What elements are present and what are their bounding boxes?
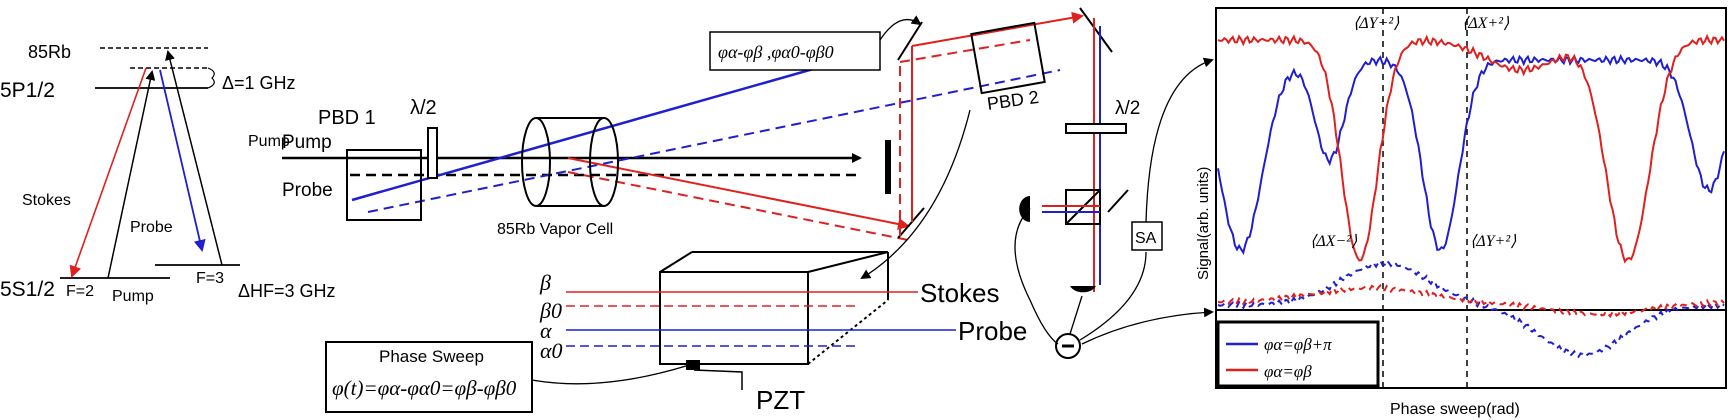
annotation-dy-plus: ⟨ΔY+²⟩ <box>1470 233 1517 250</box>
f2-label: F=2 <box>66 283 94 300</box>
energy-level-diagram: 85Rb 5P1/2 Δ=1 GHz 5S1/2 F=2 F=3 ΔHF=3 G… <box>0 42 336 305</box>
level-5p12-label: 5P1/2 <box>0 79 55 102</box>
halfwave-plate-2-label: λ/2 <box>1115 98 1140 119</box>
pzt-label: PZT <box>756 385 805 415</box>
phase-difference-box <box>709 31 881 71</box>
chart-xlabel: Phase sweep(rad) <box>1390 401 1520 418</box>
pbd1-label: PBD 1 <box>318 107 376 129</box>
optical-setup: Pump Pump Probe PBD 1 λ/2 85Rb Vapor Cel… <box>248 7 1214 359</box>
pump-transition-arrow-2 <box>165 50 223 266</box>
halfwave-plate-2 <box>1065 123 1127 134</box>
probe-inset-label: Probe <box>958 316 1027 346</box>
phase-sweep-formula: φ(t)=φα-φα0=φβ-φβ0 <box>332 376 517 400</box>
alpha-label: α <box>540 318 552 343</box>
mirror-lower-left <box>897 207 925 239</box>
phase-difference-text: φα-φβ ,φα0-φβ0 <box>718 42 834 62</box>
sa-to-chart-arrow <box>1145 57 1214 223</box>
halfwave-plate-1 <box>427 127 438 179</box>
series-line-0 <box>1217 53 1725 256</box>
hyperfine-label: ΔHF=3 GHz <box>238 281 336 301</box>
probe-beam-blue <box>351 48 881 202</box>
stokes-beam-red <box>567 157 910 230</box>
annotation-dx-plus: ⟨ΔX+²⟩ <box>1462 15 1510 32</box>
legend-box <box>1216 320 1380 388</box>
photodiode-left <box>1019 196 1030 222</box>
pbd2-displacer <box>970 21 1046 95</box>
phase-sweep-title: Phase Sweep <box>379 347 484 366</box>
pbd2-to-inset-arrow <box>860 109 971 280</box>
detuning-brace <box>207 67 215 89</box>
chart: ⟨ΔY−²⟩ ⟨ΔX+²⟩ ⟨ΔX−²⟩ ⟨ΔY+²⟩ Signal(arb. … <box>1195 7 1727 418</box>
spectrum-analyzer-box <box>1131 221 1163 251</box>
diff-to-chart-arrow <box>1081 307 1214 345</box>
phase-sweep-box <box>325 341 533 413</box>
level-5s12-label: 5S1/2 <box>0 278 55 301</box>
pbd1-displacer <box>346 149 422 221</box>
probe-beam-label: Probe <box>282 180 333 201</box>
probe-transition-arrow <box>159 69 206 252</box>
stokes-transition-arrow <box>69 67 147 278</box>
stokes-transition-label: Stokes <box>22 192 71 209</box>
isotope-label: 85Rb <box>28 42 71 62</box>
pump-input-label: Pump <box>248 133 290 150</box>
pump-transition-label: Pump <box>112 288 154 305</box>
pzt-element <box>686 360 700 370</box>
beta0-label: β0 <box>539 298 562 323</box>
vapor-cell-label: 85Rb Vapor Cell <box>497 221 613 238</box>
series-line-3 <box>1217 283 1725 319</box>
chart-series-layer <box>1217 33 1725 359</box>
probe-reference-beam-blue <box>367 69 1061 213</box>
detuning-label: Δ=1 GHz <box>222 73 296 93</box>
stokes-reference-beam-red <box>567 171 909 241</box>
stokes-reference-to-pbd2 <box>899 39 1031 63</box>
chart-frame <box>1215 7 1727 389</box>
stokes-inset-label: Stokes <box>920 278 1000 308</box>
pump-beam-label: Pump <box>282 132 332 153</box>
halfwave-plate-1-label: λ/2 <box>410 97 437 119</box>
beta-label: β <box>539 270 551 295</box>
stokes-to-pbd2 <box>911 11 1084 47</box>
annotation-dy-minus: ⟨ΔY−²⟩ <box>1353 15 1400 32</box>
legend-label-blue: φα=φβ+π <box>1264 335 1332 354</box>
chart-ylabel: Signal(arb. units) <box>1195 167 1212 280</box>
vapor-cell <box>521 117 619 207</box>
probe-transition-label: Probe <box>130 219 173 236</box>
annotation-dx-minus: ⟨ΔX−²⟩ <box>1310 233 1358 250</box>
legend-label-red: φα=φβ <box>1264 362 1312 381</box>
chart-legend: φα=φβ+π φα=φβ <box>1216 320 1380 388</box>
spectrum-analyzer-label: SA <box>1135 230 1157 247</box>
f3-label: F=3 <box>196 270 224 287</box>
alpha0-label: α0 <box>540 338 563 363</box>
mirror-upper-right <box>1079 7 1113 53</box>
pzt-prism <box>659 251 889 365</box>
photodiode-bottom <box>1070 286 1096 293</box>
series-line-1 <box>1217 33 1725 264</box>
pump-transition-arrow-1 <box>107 70 156 279</box>
fold-mirror <box>1107 189 1129 213</box>
pzt-inset: β β0 α α0 Stokes Probe PZT Phase Sweep φ… <box>325 251 1027 415</box>
mirror-upper-left <box>897 21 923 61</box>
